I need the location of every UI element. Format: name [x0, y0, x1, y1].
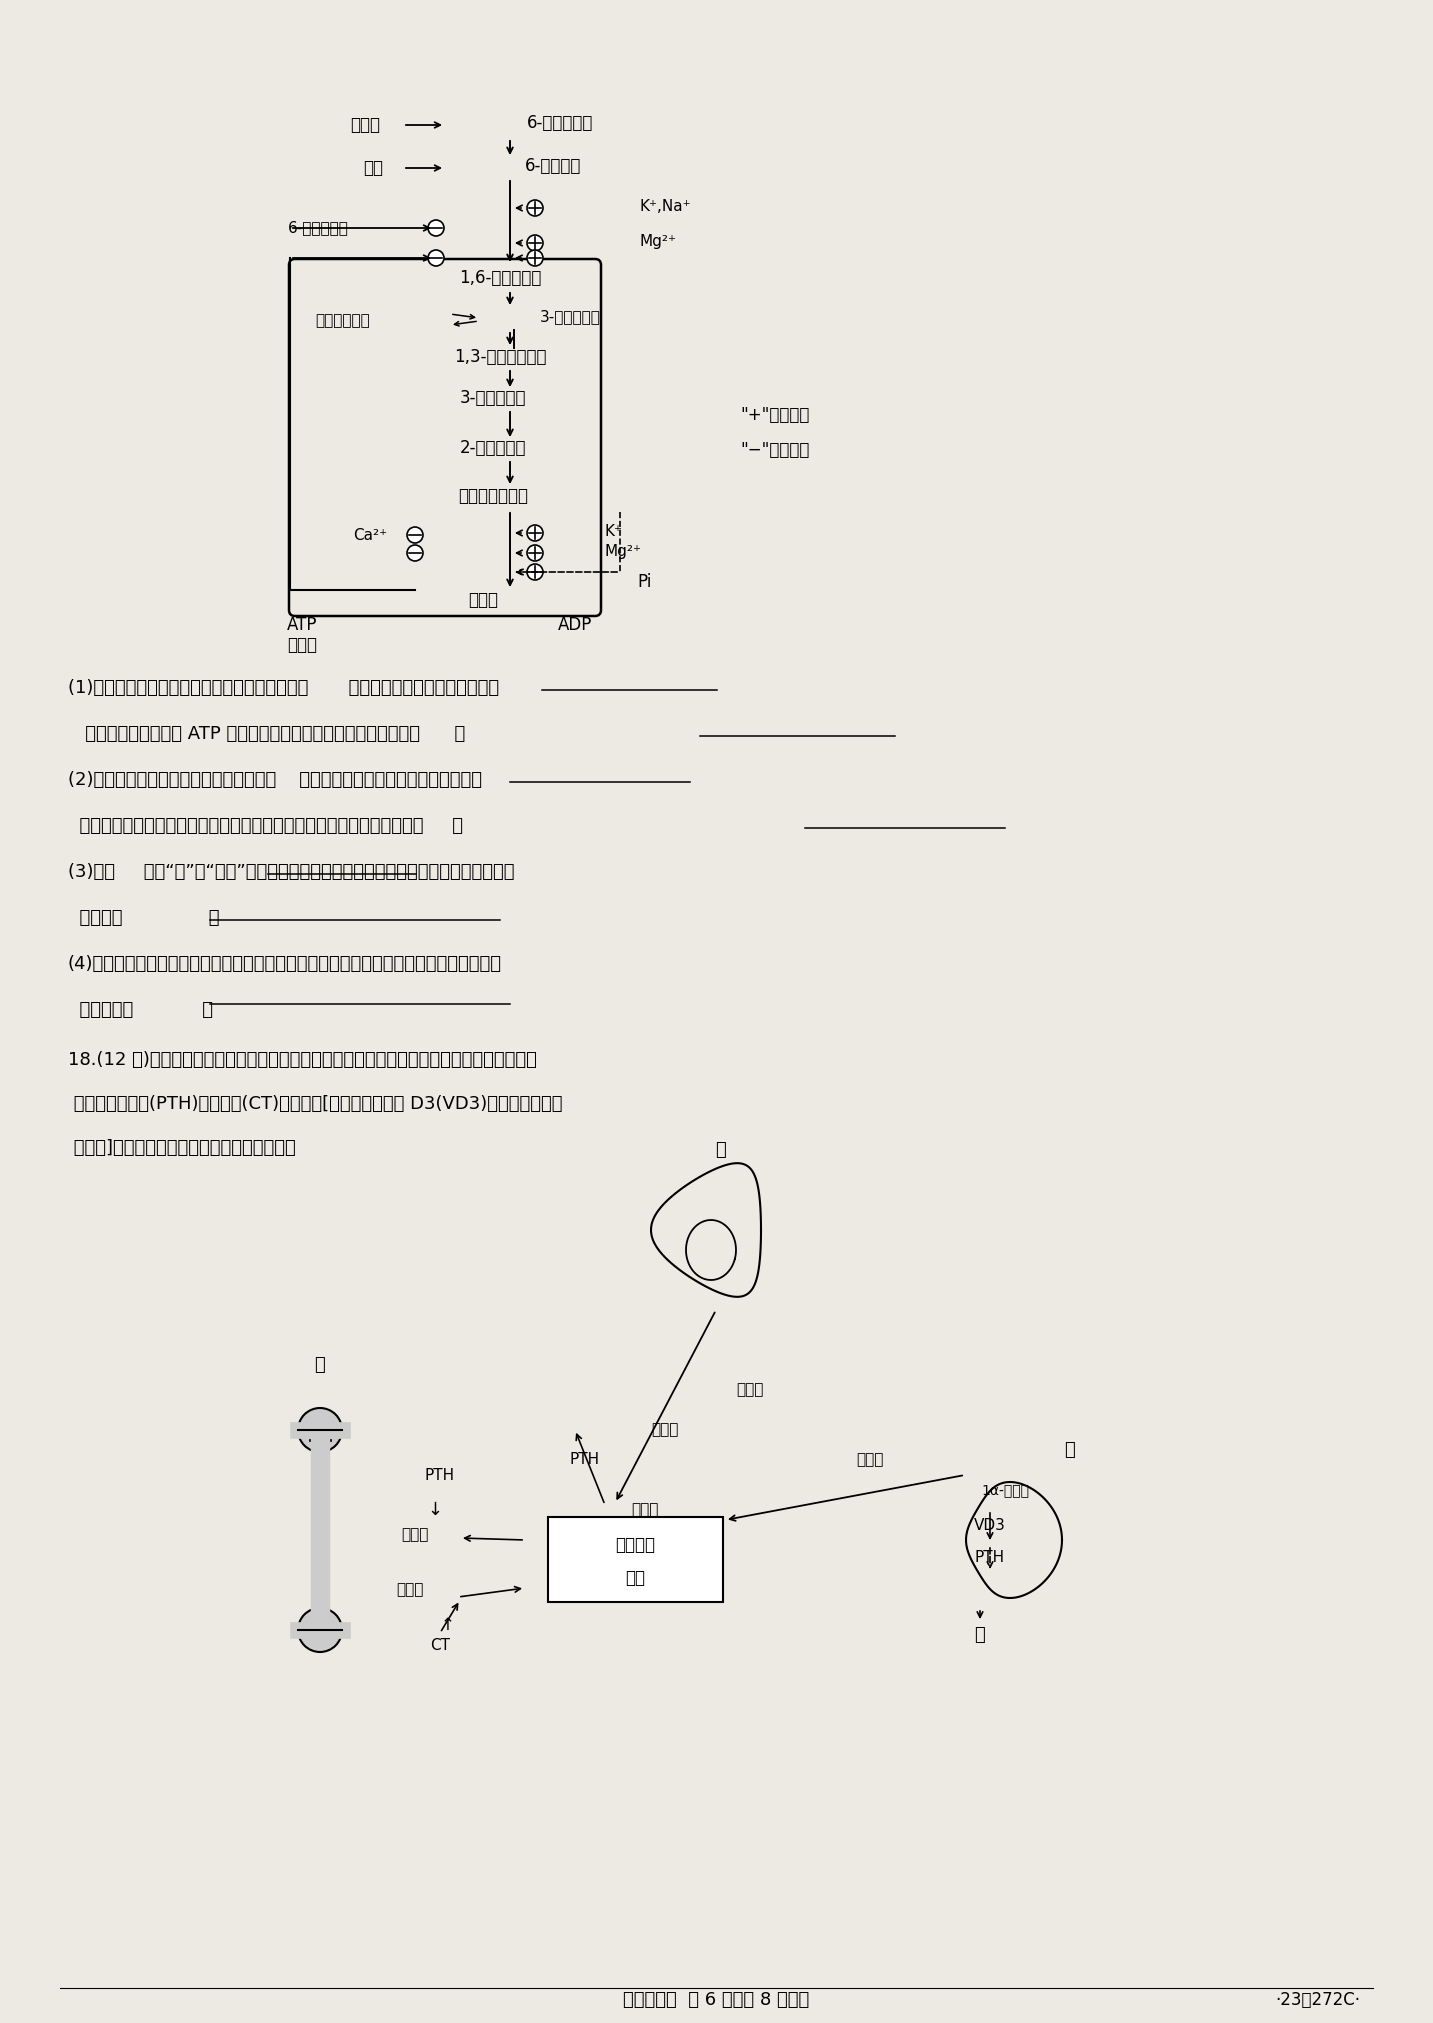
- Text: 的反应。请从丙酮酸的含量角度分析氧气能抑制酵母菌无氧呼吸的原因：     。: 的反应。请从丙酮酸的含量角度分析氧气能抑制酵母菌无氧呼吸的原因： 。: [67, 817, 463, 835]
- Circle shape: [527, 235, 543, 251]
- Circle shape: [428, 251, 444, 265]
- Text: ·23－272C·: ·23－272C·: [1275, 1991, 1360, 2009]
- Text: CT: CT: [430, 1637, 450, 1653]
- Text: 鈣三醇: 鈣三醇: [737, 1382, 764, 1398]
- Text: 鈣三醇: 鈣三醇: [857, 1453, 884, 1467]
- Text: 化形成]，调节机制如图所示。回答下列问题：: 化形成]，调节机制如图所示。回答下列问题：: [67, 1139, 295, 1157]
- Text: Pi: Pi: [638, 573, 652, 591]
- Circle shape: [527, 200, 543, 216]
- Text: 由图可知，柠檬酸和 ATP 含量增多，会抑制磷酸烯醇丙酮酸转化为      。: 由图可知，柠檬酸和 ATP 含量增多，会抑制磷酸烯醇丙酮酸转化为 。: [67, 724, 466, 742]
- Text: PTH: PTH: [974, 1550, 1005, 1566]
- Bar: [547, 1517, 724, 1602]
- Text: 6-磷酸葡萄糖: 6-磷酸葡萄糖: [527, 113, 593, 131]
- Text: 腸: 腸: [715, 1141, 727, 1159]
- Text: 丙酮酸: 丙酮酸: [469, 591, 499, 609]
- Text: ↓: ↓: [427, 1501, 443, 1519]
- Text: ATP: ATP: [287, 615, 317, 633]
- Circle shape: [298, 1408, 342, 1453]
- Text: (4)改变培养液中无机盐离子的浓度可以适当地减少巴斯德效应，由图分析，请提出一个合: (4)改变培养液中无机盐离子的浓度可以适当地减少巴斯德效应，由图分析，请提出一个…: [67, 955, 502, 973]
- Circle shape: [407, 544, 423, 560]
- Text: Mg²⁺: Mg²⁺: [641, 233, 676, 249]
- Text: 血鈣: 血鈣: [625, 1570, 645, 1586]
- Circle shape: [527, 544, 543, 560]
- Text: 磷酸烯醇丙酮酸: 磷酸烯醇丙酮酸: [459, 488, 527, 506]
- Text: PTH: PTH: [570, 1453, 600, 1467]
- Text: (2)氧气充足的条件下丙酮酸会进入酵母菌    （填细胞结构）参与有氧呼吸第二阶段: (2)氧气充足的条件下丙酮酸会进入酵母菌 （填细胞结构）参与有氧呼吸第二阶段: [67, 771, 481, 789]
- Text: ↑: ↑: [441, 1616, 454, 1635]
- Text: 果糖: 果糖: [363, 160, 383, 176]
- Text: 3-磷酸甘油醛: 3-磷酸甘油醛: [540, 310, 600, 324]
- Text: K⁺,Na⁺: K⁺,Na⁺: [641, 198, 692, 214]
- Circle shape: [407, 528, 423, 542]
- Text: 2-磷酸甘油酸: 2-磷酸甘油酸: [460, 439, 526, 457]
- Text: 理的方案：            。: 理的方案： 。: [67, 1001, 214, 1020]
- Circle shape: [298, 1608, 342, 1653]
- Text: 1,3-二磷酸甘油酸: 1,3-二磷酸甘油酸: [454, 348, 546, 366]
- Text: 【高三生物  第 6 页（共 8 页）】: 【高三生物 第 6 页（共 8 页）】: [623, 1991, 810, 2009]
- Text: K⁺: K⁺: [605, 524, 623, 538]
- Text: (1)糖酵解过程除图中产物外，还会产生一种物质       参与无氧呼吸第二阶段的反应；: (1)糖酵解过程除图中产物外，还会产生一种物质 参与无氧呼吸第二阶段的反应；: [67, 680, 499, 698]
- Text: 肝: 肝: [974, 1626, 986, 1645]
- Text: 腸吸收: 腸吸收: [652, 1422, 679, 1438]
- Circle shape: [527, 526, 543, 540]
- Text: 1,6-二磷酸果糖: 1,6-二磷酸果糖: [459, 269, 542, 287]
- Text: "+"表示促进: "+"表示促进: [739, 407, 810, 425]
- Text: 骨: 骨: [315, 1355, 325, 1374]
- Text: 有甲状旁腺激素(PTH)、降钓素(CT)和钓三醇[食物中的维生素 D3(VD3)经过肝脏和肾转: 有甲状旁腺激素(PTH)、降钓素(CT)和钓三醇[食物中的维生素 D3(VD3)…: [67, 1094, 563, 1113]
- Text: 3-磷酸甘油酸: 3-磷酸甘油酸: [460, 388, 526, 407]
- Text: 細胞外液: 細胞外液: [615, 1535, 655, 1554]
- Text: 鈣吸收: 鈣吸收: [632, 1503, 659, 1517]
- Circle shape: [527, 251, 543, 265]
- Text: PTH: PTH: [426, 1467, 456, 1483]
- Text: 磷酸二羥丙酮: 磷酸二羥丙酮: [315, 314, 370, 328]
- Text: (3)氧气     （填“能”或“不能”）抑制哺乳动物成熟红细胞的无氧呼吸过程，简要阐述判: (3)氧气 （填“能”或“不能”）抑制哺乳动物成熟红细胞的无氧呼吸过程，简要阐述…: [67, 864, 514, 880]
- Text: "−"表示抑制: "−"表示抑制: [739, 441, 810, 459]
- Text: 6-磷酸葡糖酸: 6-磷酸葡糖酸: [288, 221, 348, 235]
- Text: ADP: ADP: [557, 615, 592, 633]
- Text: 腎: 腎: [1065, 1440, 1075, 1459]
- Text: 骨溶解: 骨溶解: [401, 1527, 428, 1542]
- Text: 1α-羥化酶: 1α-羥化酶: [982, 1483, 1029, 1497]
- Circle shape: [428, 221, 444, 237]
- Circle shape: [527, 564, 543, 581]
- Text: 葡萄糖: 葡萄糖: [350, 115, 380, 134]
- Text: Ca²⁺: Ca²⁺: [353, 528, 387, 542]
- Text: Mg²⁺: Mg²⁺: [605, 544, 642, 558]
- Text: 柠檬酸: 柠檬酸: [287, 635, 317, 653]
- Text: 18.(12 分)钓为生物体必需的重要元素，缺钓会导致多种疾病。人体内调节钓平衡的激素主要: 18.(12 分)钓为生物体必需的重要元素，缺钓会导致多种疾病。人体内调节钓平衡…: [67, 1052, 537, 1068]
- Text: 骨形成: 骨形成: [397, 1582, 424, 1598]
- Text: 断理由：               。: 断理由： 。: [67, 908, 219, 927]
- Text: 6-磷酸果糖: 6-磷酸果糖: [524, 158, 582, 176]
- Text: VD3: VD3: [974, 1517, 1006, 1533]
